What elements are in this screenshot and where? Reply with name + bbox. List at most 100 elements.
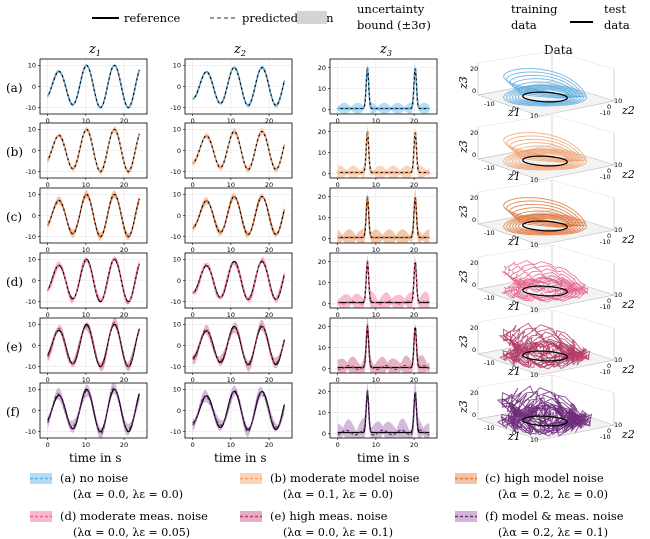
y-tick-label: -10 <box>25 298 36 306</box>
y-tick-label: 0 <box>32 277 36 285</box>
y-tick-label: 0 <box>322 106 326 114</box>
phase-tick-label: 10 <box>530 112 538 120</box>
y-tick-label: -10 <box>25 363 36 371</box>
panel-series <box>337 190 430 243</box>
phase-tick-label: 10 <box>530 306 538 314</box>
phase-tick-label: -10 <box>484 424 495 432</box>
phase-tick-label: 0 <box>607 427 611 435</box>
predicted-mean-line <box>47 128 140 173</box>
y-tick-label: 10 <box>173 62 181 70</box>
y-tick-label: 0 <box>177 277 181 285</box>
x-tick-label: 0 <box>46 117 50 125</box>
panel-series <box>337 62 430 114</box>
phase-tick-label: 0 <box>472 411 476 419</box>
phase-back-edge <box>551 244 615 264</box>
predicted-mean-line <box>192 195 285 236</box>
x-tick-label: 20 <box>120 376 128 384</box>
x-tick-label: 20 <box>265 376 273 384</box>
phase-tick-label: 10 <box>614 291 622 299</box>
x-tick-label: 10 <box>372 117 380 125</box>
phase-tick-label: 0 <box>472 216 476 224</box>
test-trajectory <box>522 220 568 232</box>
phase-z3-label: z3 <box>457 205 470 219</box>
x-tick-label: 0 <box>336 441 340 449</box>
phase-tick-label: -10 <box>600 303 611 311</box>
x-tick-label: 20 <box>120 441 128 449</box>
x-tick-label: 10 <box>227 441 235 449</box>
y-tick-label: 0 <box>322 365 326 373</box>
panel-frame <box>329 122 438 179</box>
x-tick-label: 0 <box>336 311 340 319</box>
x-tick-label: 20 <box>410 181 418 189</box>
x-tick-label: 0 <box>191 246 195 254</box>
y-tick-label: 20 <box>318 323 326 331</box>
y-tick-label: 0 <box>177 342 181 350</box>
phase-tick-label: 0 <box>512 169 516 177</box>
phase-z1-label: z1 <box>507 430 521 443</box>
phase-back-edge <box>477 244 553 258</box>
phase-back-edge <box>551 50 615 70</box>
panel-z2: -10 0 10 0 10 20 <box>170 187 293 254</box>
x-tick-label: 10 <box>227 311 235 319</box>
x-tick-label: 0 <box>191 181 195 189</box>
uncertainty-band <box>337 383 430 438</box>
uncertainty-band <box>192 385 285 437</box>
y-tick-label: 10 <box>28 256 36 264</box>
phase-tick-label: 20 <box>470 389 478 397</box>
x-tick-label: 10 <box>82 181 90 189</box>
panel-z3: 0 10 20 0 10 20 <box>318 317 438 384</box>
y-tick-label: 20 <box>318 128 326 136</box>
phase-tick-label: 10 <box>614 421 622 429</box>
y-tick-label: 20 <box>318 258 326 266</box>
legend-training-line1: training <box>511 2 558 16</box>
y-tick-label: 10 <box>318 85 326 93</box>
legend-item: (c) high model noise (λα = 0.2, λε = 0.0) <box>455 471 608 501</box>
y-tick-label: 10 <box>173 256 181 264</box>
x-tick-label: 10 <box>227 246 235 254</box>
x-tick-label: 10 <box>227 117 235 125</box>
y-tick-label: 10 <box>28 386 36 394</box>
x-tick-label: 0 <box>46 376 50 384</box>
phase-tick-label: 10 <box>530 371 538 379</box>
phase-tick-label: 0 <box>512 299 516 307</box>
phase-back-edge <box>477 114 553 128</box>
training-trajectory <box>503 132 587 171</box>
y-tick-label: 0 <box>322 235 326 243</box>
legend-test-line1: test <box>604 2 626 16</box>
y-tick-label: 0 <box>32 147 36 155</box>
y-tick-label: -10 <box>170 298 181 306</box>
legend-item: (d) moderate meas. noise (λα = 0.0, λε = … <box>30 509 208 539</box>
legend-params: (λα = 0.1, λε = 0.0) <box>283 488 393 501</box>
phase-tick-label: 20 <box>470 259 478 267</box>
phase-back-edge <box>551 179 615 199</box>
legend-reference-label: reference <box>124 11 181 25</box>
panel-z2: -10 0 10 0 10 20 <box>170 317 293 384</box>
panel-series <box>337 383 430 438</box>
phase-tick-label: -10 <box>484 100 495 108</box>
y-tick-label: -10 <box>25 428 36 436</box>
y-tick-label: 0 <box>32 407 36 415</box>
panel-z2: -10 0 10 0 10 20 <box>170 58 293 125</box>
y-tick-label: 10 <box>318 344 326 352</box>
predicted-mean-line <box>192 130 285 171</box>
predicted-mean-line <box>337 260 430 305</box>
test-trajectory <box>522 415 568 427</box>
panel-series <box>337 318 430 373</box>
phase-z2-label: z2 <box>621 168 635 181</box>
legend-params: (λα = 0.0, λε = 0.05) <box>73 526 190 539</box>
x-tick-label: 0 <box>191 117 195 125</box>
phase-tick-label: -10 <box>600 368 611 376</box>
x-tick-label: 20 <box>265 181 273 189</box>
uncertainty-band <box>337 318 430 373</box>
panel-z3: 0 10 20 0 10 20 <box>318 187 438 254</box>
row-label: (b) <box>6 145 23 159</box>
phase-tick-label: -10 <box>600 238 611 246</box>
phase-tick-label: 0 <box>607 297 611 305</box>
training-trajectory <box>498 322 591 370</box>
predicted-mean-line <box>337 389 430 436</box>
phase-tick-label: -10 <box>484 294 495 302</box>
